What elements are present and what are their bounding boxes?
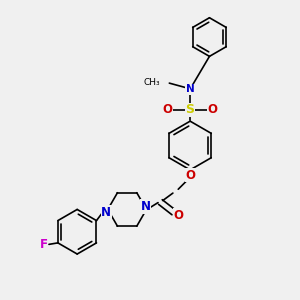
Text: N: N xyxy=(141,200,151,213)
Text: F: F xyxy=(40,238,48,251)
Text: O: O xyxy=(174,209,184,222)
Text: CH₃: CH₃ xyxy=(144,78,160,87)
Text: S: S xyxy=(186,103,195,116)
Text: O: O xyxy=(163,103,173,116)
Text: N: N xyxy=(186,84,194,94)
Text: N: N xyxy=(101,206,111,219)
Text: O: O xyxy=(185,169,195,182)
Text: O: O xyxy=(207,103,218,116)
